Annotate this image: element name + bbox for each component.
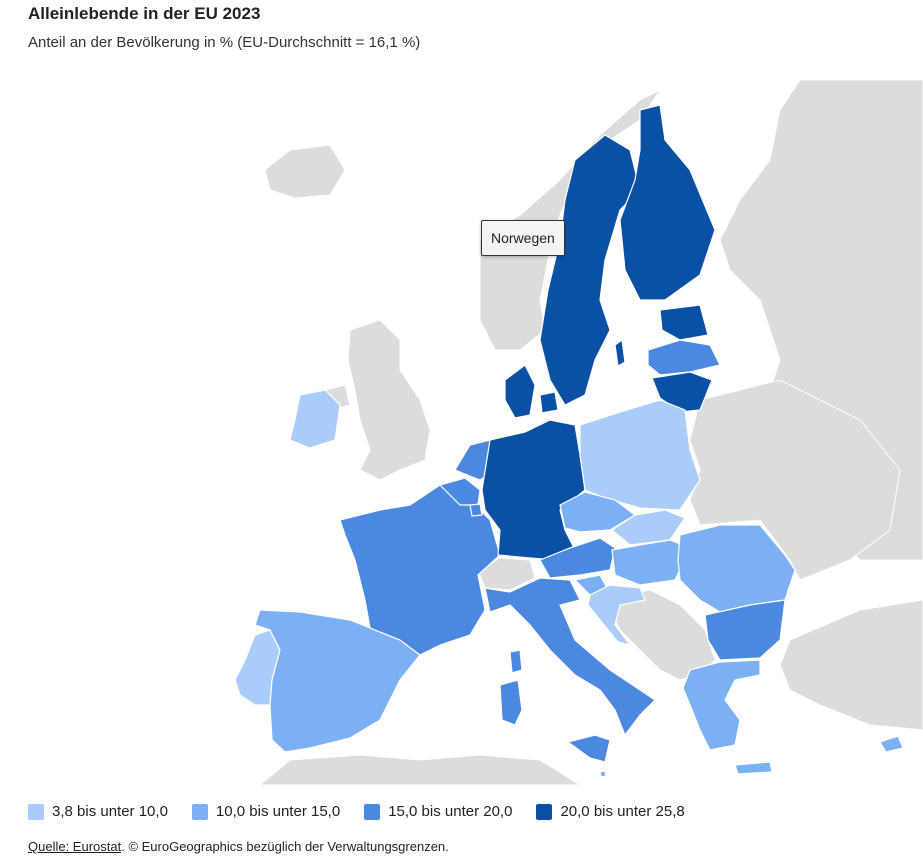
europe-map bbox=[234, 80, 923, 785]
source-rest: . © EuroGeographics bezüglich der Verwal… bbox=[121, 839, 449, 854]
country-finnland[interactable] bbox=[619, 104, 716, 301]
legend-swatch bbox=[191, 803, 208, 820]
country-deutschland[interactable] bbox=[481, 419, 586, 561]
country-bulgarien[interactable] bbox=[704, 599, 786, 661]
source-link[interactable]: Quelle: Eurostat bbox=[28, 839, 122, 854]
legend-item: 15,0 bis unter 20,0 bbox=[364, 803, 512, 820]
legend-label: 20,0 bis unter 25,8 bbox=[560, 803, 685, 820]
legend-swatch bbox=[364, 803, 381, 820]
country-frankreich[interactable] bbox=[339, 484, 501, 656]
country-zypern[interactable] bbox=[879, 735, 904, 753]
uk bbox=[347, 319, 431, 481]
legend-item: 10,0 bis unter 15,0 bbox=[191, 803, 341, 820]
country-daenemark-seeland[interactable] bbox=[539, 391, 559, 414]
country-italien-sizilien[interactable] bbox=[566, 734, 611, 763]
country-frankreich-korsika[interactable] bbox=[509, 649, 523, 674]
country-luxemburg[interactable] bbox=[469, 503, 483, 517]
country-belgien[interactable] bbox=[438, 477, 481, 506]
legend-label: 15,0 bis unter 20,0 bbox=[388, 803, 513, 820]
country-irland[interactable] bbox=[289, 389, 341, 449]
legend-label: 10,0 bis unter 15,0 bbox=[215, 803, 341, 820]
legend-swatch bbox=[28, 803, 44, 820]
chart-title: Alleinlebende in der EU 2023 bbox=[28, 4, 261, 23]
country-italien[interactable] bbox=[484, 577, 656, 737]
legend-item: 20,0 bis unter 25,8 bbox=[536, 803, 685, 820]
legend-label: 3,8 bis unter 10,0 bbox=[52, 803, 168, 820]
legend-item: 3,8 bis unter 10,0 bbox=[28, 803, 168, 820]
country-griechenland[interactable] bbox=[682, 659, 761, 751]
iceland bbox=[264, 144, 346, 199]
turkey bbox=[779, 599, 923, 731]
country-griechenland-kreta[interactable] bbox=[734, 761, 773, 775]
country-litauen[interactable] bbox=[651, 371, 713, 413]
source-note: Quelle: Eurostat. © EuroGeographics bezü… bbox=[28, 839, 449, 854]
legend: 3,8 bis unter 10,0 10,0 bis unter 15,0 1… bbox=[28, 803, 685, 820]
country-italien-sardinien[interactable] bbox=[499, 679, 523, 726]
country-kroatien[interactable] bbox=[587, 584, 646, 646]
country-daenemark[interactable] bbox=[504, 364, 536, 419]
country-estland[interactable] bbox=[659, 304, 709, 341]
country-slowakei[interactable] bbox=[610, 509, 686, 546]
legend-swatch bbox=[536, 803, 553, 820]
country-malta[interactable] bbox=[599, 770, 607, 778]
eu-countries bbox=[234, 104, 904, 778]
country-lettland[interactable] bbox=[647, 339, 721, 376]
chart-subtitle: Anteil an der Bevölkerung in % (EU-Durch… bbox=[28, 34, 421, 51]
background-land bbox=[259, 80, 923, 785]
map-tooltip: Norwegen bbox=[481, 220, 565, 256]
country-polen[interactable] bbox=[579, 399, 701, 511]
country-schweden-gotland[interactable] bbox=[614, 338, 626, 367]
north-africa bbox=[259, 754, 581, 785]
